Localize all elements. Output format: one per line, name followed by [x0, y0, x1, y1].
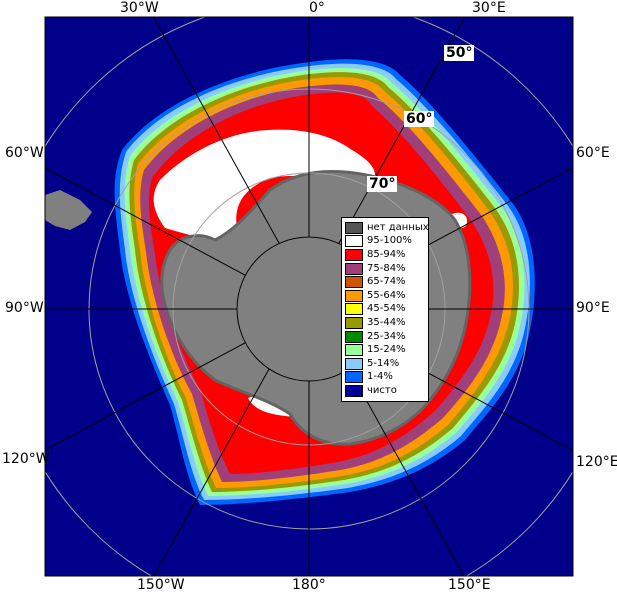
legend-label: 5-14%	[367, 357, 400, 369]
legend-label: 35-44%	[367, 316, 406, 328]
legend-item: 1-4%	[345, 371, 428, 385]
lon-label-30w-top: 30°W	[120, 0, 159, 16]
lat-label-70: 70°	[367, 176, 398, 192]
legend-swatch	[345, 289, 363, 302]
legend-swatch	[345, 235, 363, 248]
legend-swatch	[345, 344, 363, 357]
legend-label: 45-54%	[367, 303, 406, 315]
legend-label: 65-74%	[367, 276, 406, 288]
lon-label-150e-bottom: 150°E	[448, 577, 491, 593]
ice-band-95-100	[153, 129, 376, 242]
legend-item: 25-34%	[345, 330, 428, 344]
legend-swatch	[345, 384, 363, 397]
lat-label-60: 60°	[404, 111, 435, 127]
south-america-land	[45, 190, 92, 230]
legend-item: чисто	[345, 384, 428, 398]
legend-label: 75-84%	[367, 262, 406, 274]
lon-label-150w-bottom: 150°W	[137, 577, 185, 593]
legend-swatch	[345, 221, 363, 234]
legend-label: 25-34%	[367, 330, 406, 342]
legend-swatch	[345, 357, 363, 370]
lon-label-90w-left: 90°W	[5, 300, 44, 316]
lon-label-60e-right: 60°E	[576, 145, 610, 161]
legend-label: 95-100%	[367, 235, 412, 247]
legend-item: 75-84%	[345, 262, 428, 276]
lon-label-120e-right: 120°E	[576, 454, 617, 470]
legend-label: чисто	[367, 384, 397, 396]
legend-label: 85-94%	[367, 248, 406, 260]
legend-item: 95-100%	[345, 235, 428, 249]
lon-label-30e-top: 30°E	[472, 0, 506, 16]
legend-label: нет данных	[367, 221, 429, 233]
legend-item: нет данных	[345, 221, 429, 235]
legend-label: 15-24%	[367, 344, 406, 356]
legend-swatch	[345, 248, 363, 261]
legend-swatch	[345, 371, 363, 384]
legend-swatch	[345, 316, 363, 329]
legend-item: 15-24%	[345, 343, 428, 357]
legend-swatch	[345, 262, 363, 275]
lat-label-50: 50°	[444, 45, 475, 61]
lon-label-0-top: 0°	[309, 0, 325, 16]
legend-swatch	[345, 303, 363, 316]
legend-item: 85-94%	[345, 248, 428, 262]
legend-item: 35-44%	[345, 316, 428, 330]
legend-label: 1-4%	[367, 371, 393, 383]
lon-label-180-bottom: 180°	[292, 577, 326, 593]
lon-label-90e-right: 90°E	[576, 300, 610, 316]
legend-swatch	[345, 276, 363, 289]
legend-item: 45-54%	[345, 303, 428, 317]
legend: нет данных 95-100% 85-94% 75-84% 65-74% 55-64…	[341, 217, 429, 402]
legend-label: 55-64%	[367, 289, 406, 301]
lon-label-120w-left: 120°W	[2, 451, 50, 467]
legend-swatch	[345, 330, 363, 343]
map-frame	[44, 16, 574, 577]
legend-item: 65-74%	[345, 275, 428, 289]
legend-item: 55-64%	[345, 289, 428, 303]
lon-label-60w-left: 60°W	[5, 145, 44, 161]
legend-item: 5-14%	[345, 357, 428, 371]
